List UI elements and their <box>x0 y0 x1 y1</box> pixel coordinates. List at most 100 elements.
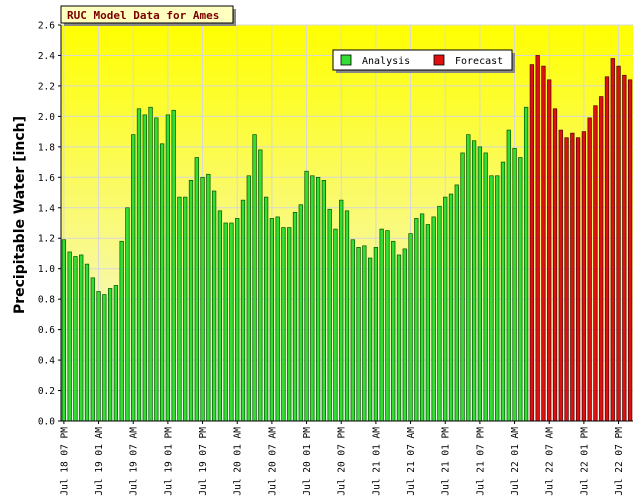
x-tick-label: Jul 19 01 AM <box>94 427 105 496</box>
analysis-bar <box>414 218 419 422</box>
analysis-bar <box>206 173 211 422</box>
y-tick-label: 2.6 <box>38 21 55 32</box>
y-tick-label: 1.4 <box>38 203 55 214</box>
analysis-bar <box>229 222 234 422</box>
analysis-bar <box>321 180 327 422</box>
x-tick-label: Jul 22 01 AM <box>510 427 521 496</box>
x-tick-label: Jul 21 01 AM <box>371 427 382 496</box>
analysis-bar <box>287 227 292 422</box>
analysis-bar <box>177 196 182 422</box>
analysis-bar <box>460 152 465 422</box>
analysis-bar <box>107 288 113 422</box>
analysis-bar <box>159 143 165 422</box>
legend-label-analysis: Analysis <box>362 56 410 67</box>
analysis-bar <box>373 247 379 422</box>
x-tick-label: Jul 22 01 PM <box>579 427 590 496</box>
chart-title: RUC Model Data for Ames <box>67 9 219 22</box>
forecast-bar <box>599 96 604 422</box>
legend-swatch-forecast <box>433 54 445 66</box>
analysis-bar <box>240 199 246 422</box>
x-tick-label: Jul 19 07 PM <box>198 427 209 496</box>
analysis-bar <box>448 193 454 422</box>
analysis-bar <box>188 180 194 422</box>
y-tick-label: 2.4 <box>38 51 55 62</box>
analysis-bar <box>183 196 188 422</box>
x-tick-label: Jul 18 07 PM <box>59 427 70 496</box>
analysis-bar <box>275 216 280 422</box>
analysis-bar <box>471 140 477 422</box>
forecast-bar <box>627 79 633 422</box>
analysis-bar <box>495 175 500 422</box>
x-tick-labels: Jul 18 07 PM Jul 19 01 AM Jul 19 07 AM Jul … <box>59 421 625 496</box>
x-tick-label: Jul 21 07 PM <box>475 427 486 496</box>
analysis-bar <box>246 175 251 422</box>
x-tick-label: Jul 21 07 AM <box>406 427 417 496</box>
x-tick-label: Jul 22 07 AM <box>545 427 556 496</box>
analysis-bar <box>102 294 107 422</box>
analysis-bar <box>281 227 286 422</box>
forecast-bar <box>604 76 610 422</box>
analysis-bar <box>136 108 142 422</box>
analysis-bar <box>391 240 396 422</box>
y-tick-label: 1.2 <box>38 234 55 245</box>
analysis-bar <box>258 149 263 422</box>
analysis-bar <box>67 251 72 422</box>
analysis-bar <box>362 245 367 422</box>
analysis-bar <box>200 176 205 422</box>
analysis-bar <box>119 240 124 422</box>
analysis-bar <box>263 196 269 422</box>
analysis-bar <box>269 218 275 422</box>
analysis-bar <box>165 114 171 422</box>
x-tick-label: Jul 22 07 PM <box>614 427 625 496</box>
forecast-bar <box>541 65 546 422</box>
analysis-bar <box>523 106 529 422</box>
forecast-bar <box>616 65 621 422</box>
forecast-bar <box>587 117 592 422</box>
y-tick-label: 0.2 <box>38 386 55 397</box>
analysis-bar <box>443 196 448 422</box>
analysis-bar <box>113 285 119 422</box>
legend-label-forecast: Forecast <box>455 56 503 67</box>
analysis-bar <box>489 175 494 422</box>
analysis-bar <box>512 148 517 422</box>
y-tick-label: 2.0 <box>38 112 55 123</box>
analysis-bar <box>425 224 431 422</box>
analysis-bar <box>333 228 338 422</box>
analysis-bar <box>142 114 147 422</box>
forecast-bar <box>564 137 569 422</box>
y-tick-labels: 0.0 0.2 0.4 0.6 0.8 1.0 1.2 1.4 1.6 1.8 2.0 2.2 2.4 2… <box>38 21 61 428</box>
analysis-bar <box>131 134 136 422</box>
analysis-bar <box>327 208 332 422</box>
analysis-bar <box>477 146 483 422</box>
analysis-bar <box>454 184 459 422</box>
forecast-bar <box>547 79 552 422</box>
x-tick-label: Jul 21 01 PM <box>441 427 452 496</box>
analysis-bar <box>431 216 436 422</box>
analysis-bar <box>211 190 217 422</box>
forecast-bar <box>593 105 598 422</box>
y-tick-label: 1.8 <box>38 142 55 153</box>
title-box <box>60 5 234 24</box>
analysis-bar <box>252 134 257 422</box>
analysis-bar <box>466 134 471 422</box>
analysis-bar <box>356 247 361 422</box>
x-tick-label: Jul 19 01 PM <box>163 427 174 496</box>
analysis-bar <box>194 157 199 422</box>
analysis-bar <box>419 213 425 422</box>
analysis-bar <box>171 109 176 422</box>
y-tick-label: 1.0 <box>38 264 55 275</box>
forecast-bar <box>610 58 615 422</box>
legend-swatch-analysis <box>340 54 352 66</box>
analysis-bar <box>217 210 223 422</box>
y-tick-label: 2.2 <box>38 81 55 92</box>
forecast-bar <box>529 64 535 422</box>
analysis-bar <box>304 170 309 422</box>
analysis-bar <box>96 291 101 422</box>
analysis-bar <box>344 210 350 422</box>
analysis-bar <box>379 228 384 422</box>
y-tick-label: 0.8 <box>38 295 55 306</box>
analysis-bar <box>396 254 402 422</box>
forecast-bar <box>552 108 558 422</box>
analysis-bar <box>84 263 90 422</box>
analysis-bar <box>385 230 390 422</box>
